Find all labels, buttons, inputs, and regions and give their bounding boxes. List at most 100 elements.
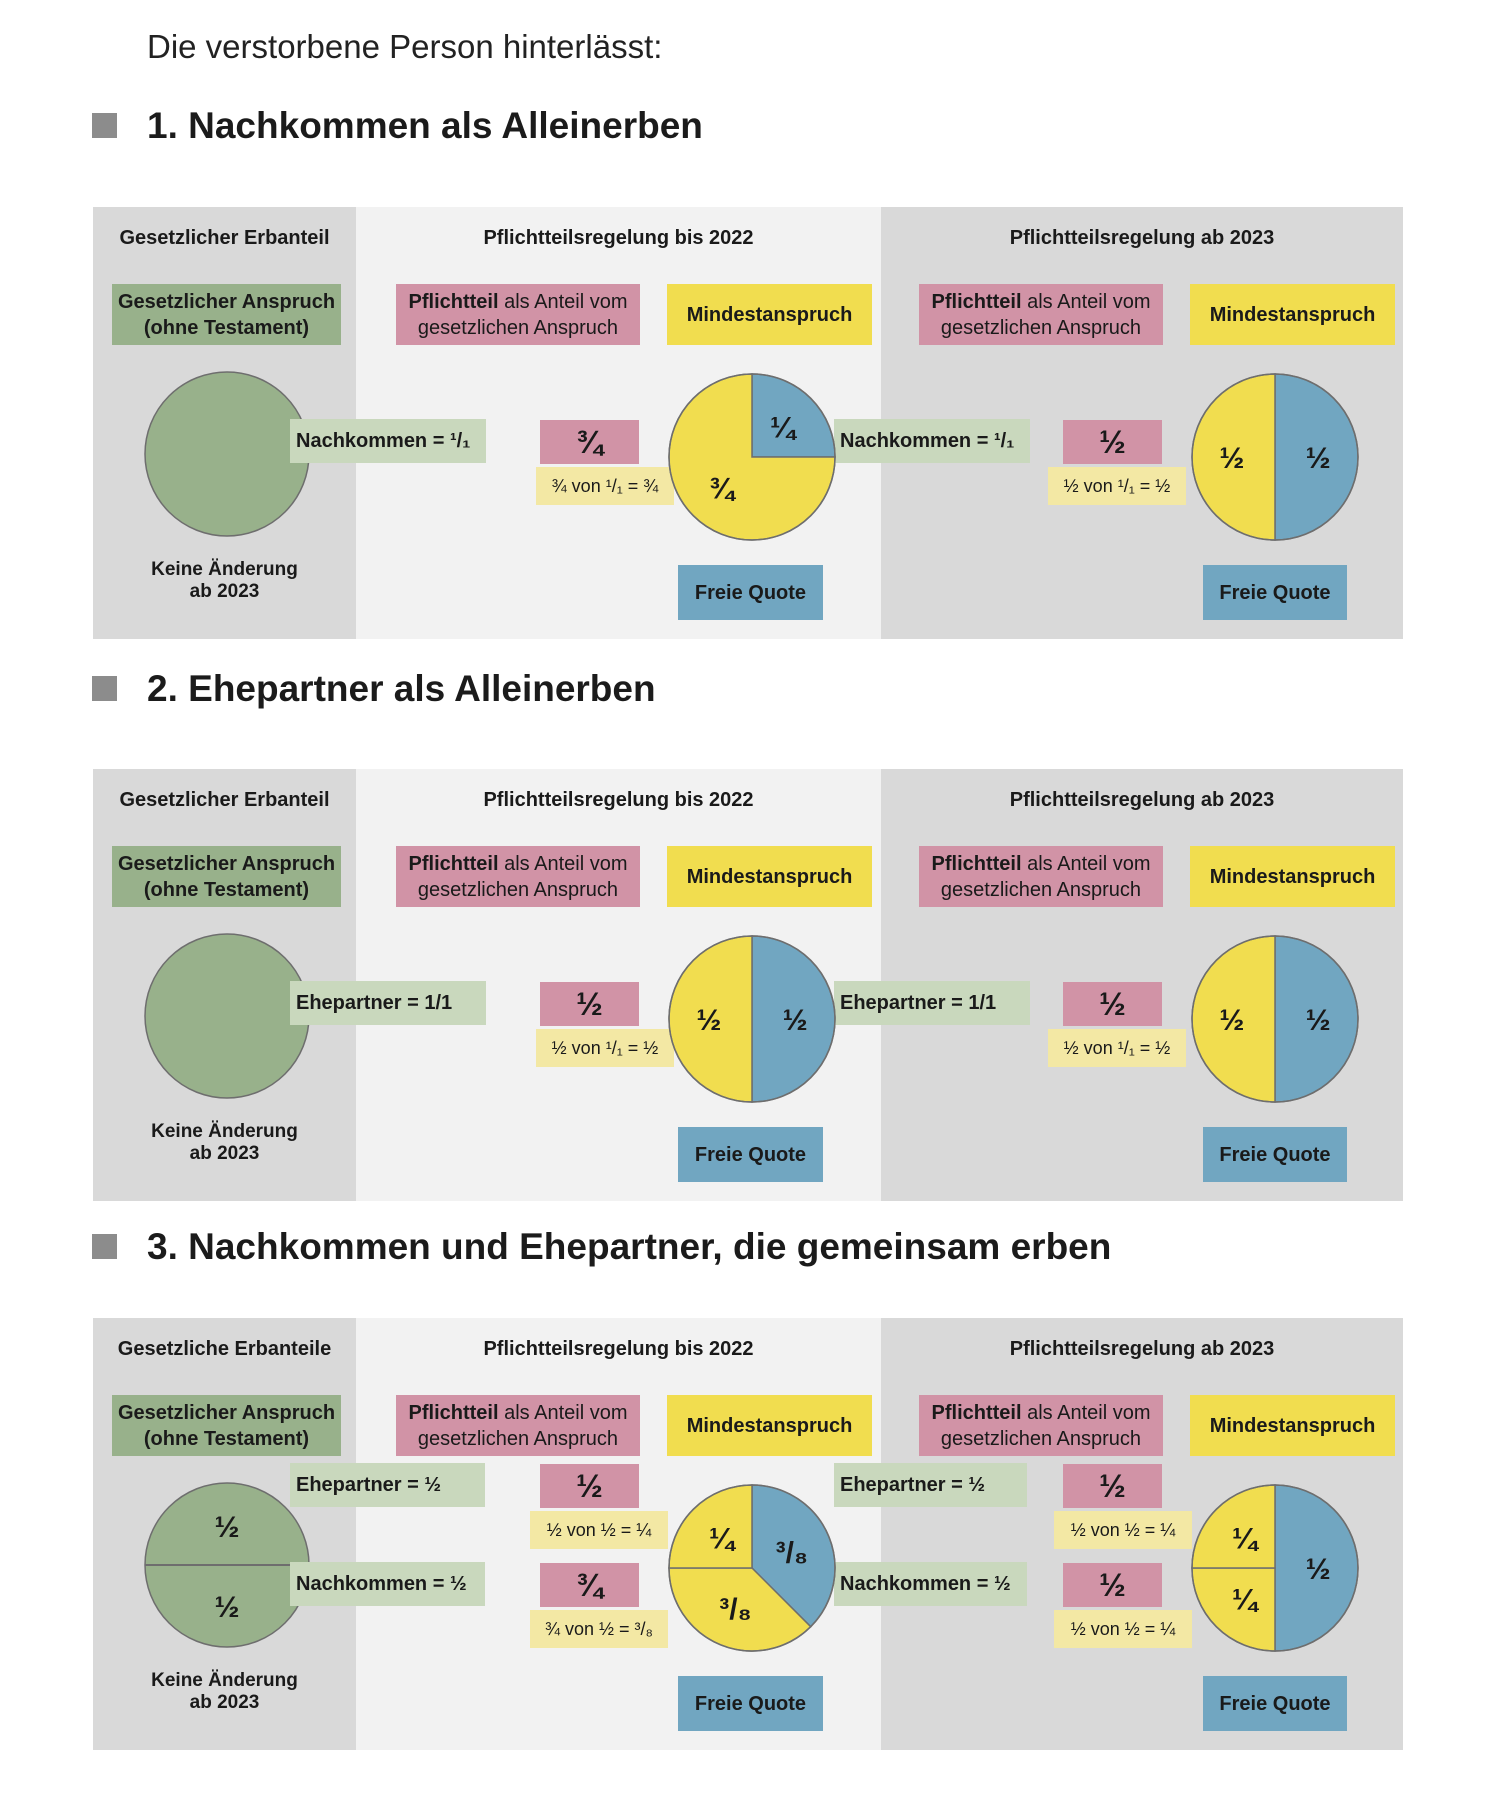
pie-slice-label: ½	[783, 1004, 808, 1037]
legal-claim-title: Gesetzlicher Anspruch	[117, 852, 336, 875]
pflichtteil-bold-2023: Pflichtteil	[931, 1401, 1022, 1424]
pflichtteil-line1-2022: Pflichtteil als Anteil vom	[409, 289, 628, 315]
calculation-label-2022: ¾ von ½ = ³/₈	[530, 1610, 668, 1648]
column-header-legal: Gesetzlicher Erbanteil	[119, 227, 330, 249]
freie-quote-box-2023: Freie Quote	[1203, 1127, 1347, 1182]
no-change-line1: Keine Änderung	[151, 559, 298, 580]
no-change-line1: Keine Änderung	[151, 1670, 298, 1691]
column-header-2022: Pflichtteilsregelung bis 2022	[483, 789, 754, 811]
heir-label-2022: Ehepartner = 1/1	[290, 981, 486, 1025]
pflicht-share-2023: ½	[1063, 982, 1162, 1026]
pie-slice-label: ½	[1306, 1004, 1331, 1037]
pflichtteil-line1-2022: Pflichtteil als Anteil vom	[409, 1400, 628, 1426]
pie-slice-label: ½	[1219, 442, 1244, 475]
pflicht-share-2022: ¾	[540, 1563, 639, 1607]
pie-2022: ³/₈ ³/₈ ¼	[668, 1484, 836, 1652]
freie-quote-box-2022: Freie Quote	[678, 1676, 823, 1731]
pflichtteil-rest-2023: als Anteil vom	[1027, 1401, 1151, 1424]
pie-2022: ½½	[668, 935, 836, 1103]
pflichtteil-line2-2022: gesetzlichen Anspruch	[417, 316, 619, 339]
pflicht-share-2022: ¾	[540, 420, 639, 464]
calculation-label-2023: ½ von ½ = ¼	[1054, 1610, 1192, 1648]
pflichtteil-box-2022: Pflichtteil als Anteil vom gesetzlichen A…	[396, 1395, 640, 1456]
column-header-2022: Pflichtteilsregelung bis 2022	[483, 227, 754, 249]
pflichtteil-rest-2022: als Anteil vom	[504, 1401, 628, 1424]
no-change-line2: ab 2023	[189, 1692, 260, 1713]
no-change-line2: ab 2023	[189, 581, 260, 602]
heir-label-2022: Nachkommen = ½	[290, 1562, 485, 1606]
pie-slice-label: ¾	[709, 473, 737, 506]
legal-claim-subtitle: (ohne Testament)	[143, 316, 310, 339]
calculation-label-2023: ½ von ¹/₁ = ½	[1048, 467, 1186, 505]
pflichtteil-box-2022: Pflichtteil als Anteil vom gesetzlichen A…	[396, 284, 640, 345]
mindestanspruch-box-2023: Mindestanspruch	[1190, 1395, 1395, 1456]
column-header-legal: Gesetzlicher Erbanteil	[119, 789, 330, 811]
pie-slice-label: ½	[696, 1004, 721, 1037]
bullet-square-icon	[92, 1233, 117, 1259]
pflichtteil-rest-2023: als Anteil vom	[1027, 290, 1151, 313]
freie-quote-box-2022: Freie Quote	[678, 1127, 823, 1182]
pflichtteil-bold-2023: Pflichtteil	[931, 290, 1022, 313]
legal-share-label: ½	[214, 1591, 239, 1624]
pflichtteil-line2-2022: gesetzlichen Anspruch	[417, 1427, 619, 1450]
section-heading: 3. Nachkommen und Ehepartner, die gemein…	[92, 1226, 1111, 1268]
heir-label-2022: Ehepartner = ½	[290, 1463, 485, 1507]
column-header-legal: Gesetzliche Erbanteile	[117, 1338, 332, 1360]
pflicht-share-2023: ½	[1063, 1464, 1162, 1508]
freie-quote-box-2023: Freie Quote	[1203, 1676, 1347, 1731]
pflichtteil-line2-2023: gesetzlichen Anspruch	[940, 316, 1142, 339]
pie-slice-label: ¼	[1232, 1522, 1260, 1555]
section-panel: Gesetzlicher Erbanteil Pflichtteilsregelu…	[93, 207, 1403, 639]
calculation-label-2023: ½ von ½ = ¼	[1054, 1511, 1192, 1549]
legal-share-pie	[144, 371, 310, 537]
legal-claim-box: Gesetzlicher Anspruch (ohne Testament)	[112, 846, 341, 907]
pie-slice-label: ³/₈	[719, 1593, 751, 1626]
pflichtteil-box-2023: Pflichtteil als Anteil vom gesetzlichen A…	[919, 284, 1163, 345]
calculation-label-2022: ¾ von ¹/₁ = ¾	[536, 467, 674, 505]
calculation-label-2023: ½ von ¹/₁ = ½	[1048, 1029, 1186, 1067]
no-change-note: Keine Änderung ab 2023	[93, 559, 356, 603]
pflichtteil-rest-2023: als Anteil vom	[1027, 852, 1151, 875]
no-change-line1: Keine Änderung	[151, 1121, 298, 1142]
mindestanspruch-box-2022: Mindestanspruch	[667, 846, 872, 907]
legal-claim-subtitle: (ohne Testament)	[143, 1427, 310, 1450]
legal-claim-title: Gesetzlicher Anspruch	[117, 1401, 336, 1424]
section-heading-text: 2. Ehepartner als Alleinerben	[147, 668, 656, 709]
calculation-label-2022: ½ von ½ = ¼	[530, 1511, 668, 1549]
pflichtteil-line2-2023: gesetzlichen Anspruch	[940, 1427, 1142, 1450]
heir-label-2023: Nachkommen = ½	[834, 1562, 1027, 1606]
section-heading-text: 3. Nachkommen und Ehepartner, die gemein…	[147, 1226, 1112, 1267]
pflicht-share-2023: ½	[1063, 1563, 1162, 1607]
legal-share-circle	[144, 371, 310, 537]
legal-claim-box: Gesetzlicher Anspruch (ohne Testament)	[112, 284, 341, 345]
pflichtteil-line1-2023: Pflichtteil als Anteil vom	[932, 851, 1151, 877]
bullet-square-icon	[92, 675, 117, 701]
no-change-line2: ab 2023	[189, 1143, 260, 1164]
mindestanspruch-box-2022: Mindestanspruch	[667, 1395, 872, 1456]
pflicht-share-2022: ½	[540, 982, 639, 1026]
pflichtteil-line1-2022: Pflichtteil als Anteil vom	[409, 851, 628, 877]
pflichtteil-line1-2023: Pflichtteil als Anteil vom	[932, 1400, 1151, 1426]
pflichtteil-bold-2022: Pflichtteil	[408, 1401, 499, 1424]
pflichtteil-box-2023: Pflichtteil als Anteil vom gesetzlichen A…	[919, 1395, 1163, 1456]
pie-2022: ¼¾	[668, 373, 836, 541]
pflichtteil-bold-2022: Pflichtteil	[408, 852, 499, 875]
section-panel: Gesetzliche Erbanteile Pflichtteilsregelu…	[93, 1318, 1403, 1750]
pflichtteil-rest-2022: als Anteil vom	[504, 852, 628, 875]
pie-slice-label: ½	[1219, 1004, 1244, 1037]
pie-2023: ½½	[1191, 373, 1359, 541]
heir-label-2023: Ehepartner = 1/1	[834, 981, 1030, 1025]
pflichtteil-bold-2022: Pflichtteil	[408, 290, 499, 313]
section-panel: Gesetzlicher Erbanteil Pflichtteilsregelu…	[93, 769, 1403, 1201]
mindestanspruch-box-2022: Mindestanspruch	[667, 284, 872, 345]
column-header-2023: Pflichtteilsregelung ab 2023	[1009, 1338, 1275, 1360]
section-heading: 2. Ehepartner als Alleinerben	[92, 668, 656, 710]
legal-share-pie: ½½	[144, 1482, 310, 1648]
pie-slice-label: ¼	[1232, 1584, 1260, 1617]
column-header-2023: Pflichtteilsregelung ab 2023	[1009, 227, 1275, 249]
pflicht-share-2023: ½	[1063, 420, 1162, 464]
pflichtteil-line2-2022: gesetzlichen Anspruch	[417, 878, 619, 901]
pie-slice-label: ³/₈	[776, 1536, 808, 1569]
pie-2023: ½½	[1191, 935, 1359, 1103]
legal-claim-box: Gesetzlicher Anspruch (ohne Testament)	[112, 1395, 341, 1456]
